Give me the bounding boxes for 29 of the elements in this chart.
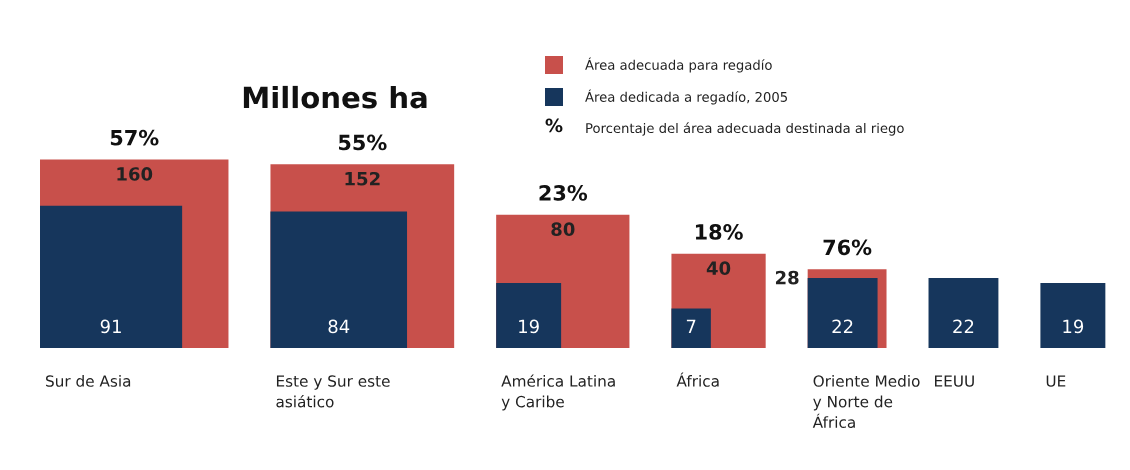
data-label: 160 [117,167,153,181]
data-label: 80 [551,222,575,236]
data-label: 19 [1063,319,1084,334]
text: Porcentaje del área adecuada destinada al riego [586,122,904,136]
data-label: 91 [100,319,121,334]
text: Millones ha [243,85,427,109]
category-label: UE [1046,375,1066,387]
legend-label: Área adecuada para regadío [585,57,772,73]
data-label: 40 [706,261,731,275]
legend-label: Área dedicada a regadío, 2005 [585,89,787,105]
data-label: 57% [110,129,159,146]
data-label: 76% [823,239,872,256]
data-label: 22 [832,319,853,333]
category-label: América Latina y Caribe [501,374,615,411]
category-label: Oriente Medio y Norte de África [812,375,920,429]
text: % [545,118,563,133]
data-label: 152 [345,171,380,186]
data-label: 84 [328,319,350,334]
category-label: Sur de Asia [46,375,131,387]
data-label: 55% [339,134,387,151]
category-label: EEUU [935,375,974,387]
data-label: 22 [953,319,974,333]
data-label: 19 [519,319,539,334]
category-label: África [676,372,719,387]
data-label: 18% [695,224,743,240]
data-label: 28 [775,270,799,285]
category-label: Este y Sur este asiático [276,375,390,408]
data-label: 23% [539,185,588,201]
data-label: 7 [686,319,696,333]
